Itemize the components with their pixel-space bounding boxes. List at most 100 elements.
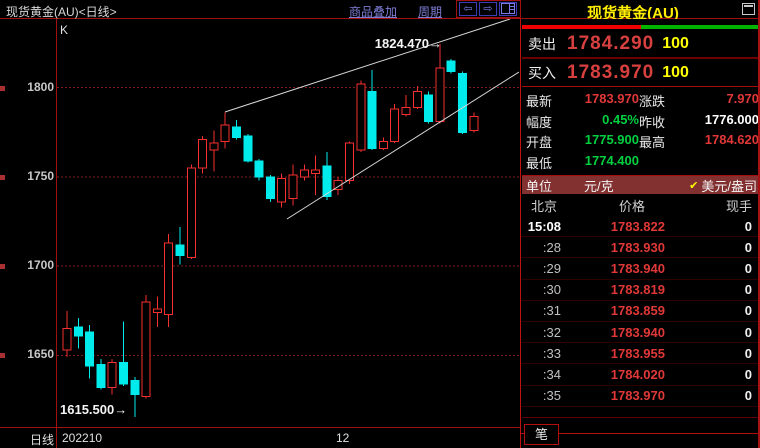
buy-size: 100 xyxy=(662,64,689,81)
stat-value: 0.45% xyxy=(602,111,639,127)
buy-price: 1783.970 xyxy=(567,62,655,83)
tick-row: :29 1783.940 0 xyxy=(522,258,760,280)
tick-header-time: 北京 xyxy=(531,198,558,214)
tick-volume: 0 xyxy=(744,324,752,340)
candle xyxy=(119,321,128,386)
tick-price: 1784.020 xyxy=(610,366,665,382)
candle xyxy=(141,294,151,399)
candle xyxy=(401,94,411,117)
top-bar: 现货黄金(AU)<日线> 商品叠加 周期 ⇦ ⇨ 现货黄金(AU) xyxy=(0,0,760,22)
sell-label: 卖出 xyxy=(528,35,556,52)
stat-label: 开盘 xyxy=(526,135,553,151)
candle xyxy=(458,71,467,135)
split-window-icon[interactable] xyxy=(499,2,517,16)
candle xyxy=(299,164,309,181)
tick-time: :33 xyxy=(542,345,561,361)
y-axis-tick xyxy=(0,85,5,91)
candle xyxy=(311,155,321,195)
tick-row: :30 1783.819 0 xyxy=(522,280,760,301)
tabbar-line-left xyxy=(521,433,524,434)
tick-price: 1783.970 xyxy=(610,388,665,404)
candle xyxy=(186,164,196,260)
price-annotation: 1824.470→ xyxy=(374,36,442,51)
tab-ticks[interactable]: 笔 xyxy=(524,424,559,445)
tick-price: 1783.940 xyxy=(610,260,665,276)
unit-selector-row: 单位 元/克 ✔ 美元/盎司 xyxy=(522,175,760,194)
unit-option-usd-ounce[interactable]: 美元/盎司 xyxy=(701,178,757,194)
stat-label: 最高 xyxy=(639,135,666,151)
restore-window-icon[interactable] xyxy=(742,3,755,15)
axis-divider-line xyxy=(56,19,57,448)
unit-option-yuan-gram[interactable]: 元/克 xyxy=(584,178,614,194)
tick-time: :32 xyxy=(542,324,561,340)
tick-time: :29 xyxy=(542,260,561,276)
stat-label: 昨收 xyxy=(639,114,666,130)
candle xyxy=(288,164,298,206)
tick-time: :28 xyxy=(542,239,561,255)
candle xyxy=(220,112,230,149)
stat-value: 1784.620 xyxy=(704,132,759,148)
tick-time: :34 xyxy=(542,366,561,382)
y-axis-tick xyxy=(0,174,5,180)
sell-quote-row: 卖出 1784.290 100 xyxy=(522,30,760,59)
check-icon: ✔ xyxy=(689,179,699,192)
buy-sell-strength-bar xyxy=(522,25,760,29)
candle xyxy=(96,359,106,390)
candle xyxy=(85,325,95,379)
chart-plot-area[interactable] xyxy=(57,19,519,427)
tick-time: 15:08 xyxy=(527,218,561,234)
back-arrow-icon[interactable]: ⇦ xyxy=(459,2,477,16)
tick-volume: 0 xyxy=(744,218,752,234)
period-menu-link[interactable]: 周期 xyxy=(418,5,443,19)
candle xyxy=(209,130,219,172)
buy-label: 买入 xyxy=(528,65,556,81)
tick-row: 15:08 1783.822 0 xyxy=(522,216,760,238)
nav-icon-group: ⇦ ⇨ xyxy=(456,0,521,18)
stat-value: 7.970 xyxy=(726,90,759,106)
tick-volume: 0 xyxy=(744,303,752,319)
stat-label: 最低 xyxy=(526,156,553,172)
stat-value: 1776.000 xyxy=(704,111,759,127)
tick-volume: 0 xyxy=(744,388,752,404)
window-right-border xyxy=(758,0,760,448)
candle xyxy=(198,135,208,174)
candle xyxy=(277,173,287,208)
trend-line xyxy=(224,19,511,113)
candle xyxy=(333,176,343,195)
y-axis-label: 1800 xyxy=(27,79,54,94)
y-axis-label: 1650 xyxy=(27,347,54,362)
tick-header-volume: 现手 xyxy=(725,198,752,214)
x-axis-label: 12 xyxy=(336,431,350,445)
candle xyxy=(164,234,174,327)
quote-panel-title: 现货黄金(AU) xyxy=(587,5,679,22)
tick-volume: 0 xyxy=(744,366,752,382)
tick-row: :34 1784.020 0 xyxy=(522,364,760,386)
chart-corner-label: K xyxy=(60,23,69,37)
candle xyxy=(446,59,456,74)
stat-value: 1775.900 xyxy=(584,132,639,148)
tick-price: 1783.819 xyxy=(610,282,665,298)
tick-price: 1783.822 xyxy=(610,218,665,234)
candle xyxy=(390,103,400,144)
forward-arrow-icon[interactable]: ⇨ xyxy=(479,2,497,16)
y-axis-label: 1750 xyxy=(27,168,54,183)
split-window-glyph xyxy=(501,3,515,14)
candle xyxy=(265,175,275,202)
candle xyxy=(243,134,253,163)
tick-row: :32 1783.940 0 xyxy=(522,322,760,344)
bottom-bar: 日线 202210 12 xyxy=(0,427,520,448)
tick-time: :30 xyxy=(542,282,561,298)
period-label: 日线 xyxy=(30,433,55,447)
sell-price: 1784.290 xyxy=(567,32,655,54)
x-axis-label: 202210 xyxy=(62,431,103,445)
stat-label: 涨跌 xyxy=(639,93,666,109)
overlay-menu-link[interactable]: 商品叠加 xyxy=(349,5,398,19)
candle xyxy=(469,112,479,133)
candle xyxy=(424,91,434,124)
candle xyxy=(378,137,388,151)
buy-strength-segment xyxy=(641,25,760,29)
tick-volume: 0 xyxy=(744,282,752,298)
candle xyxy=(435,44,445,124)
tick-volume: 0 xyxy=(744,260,752,276)
candle xyxy=(322,151,332,201)
